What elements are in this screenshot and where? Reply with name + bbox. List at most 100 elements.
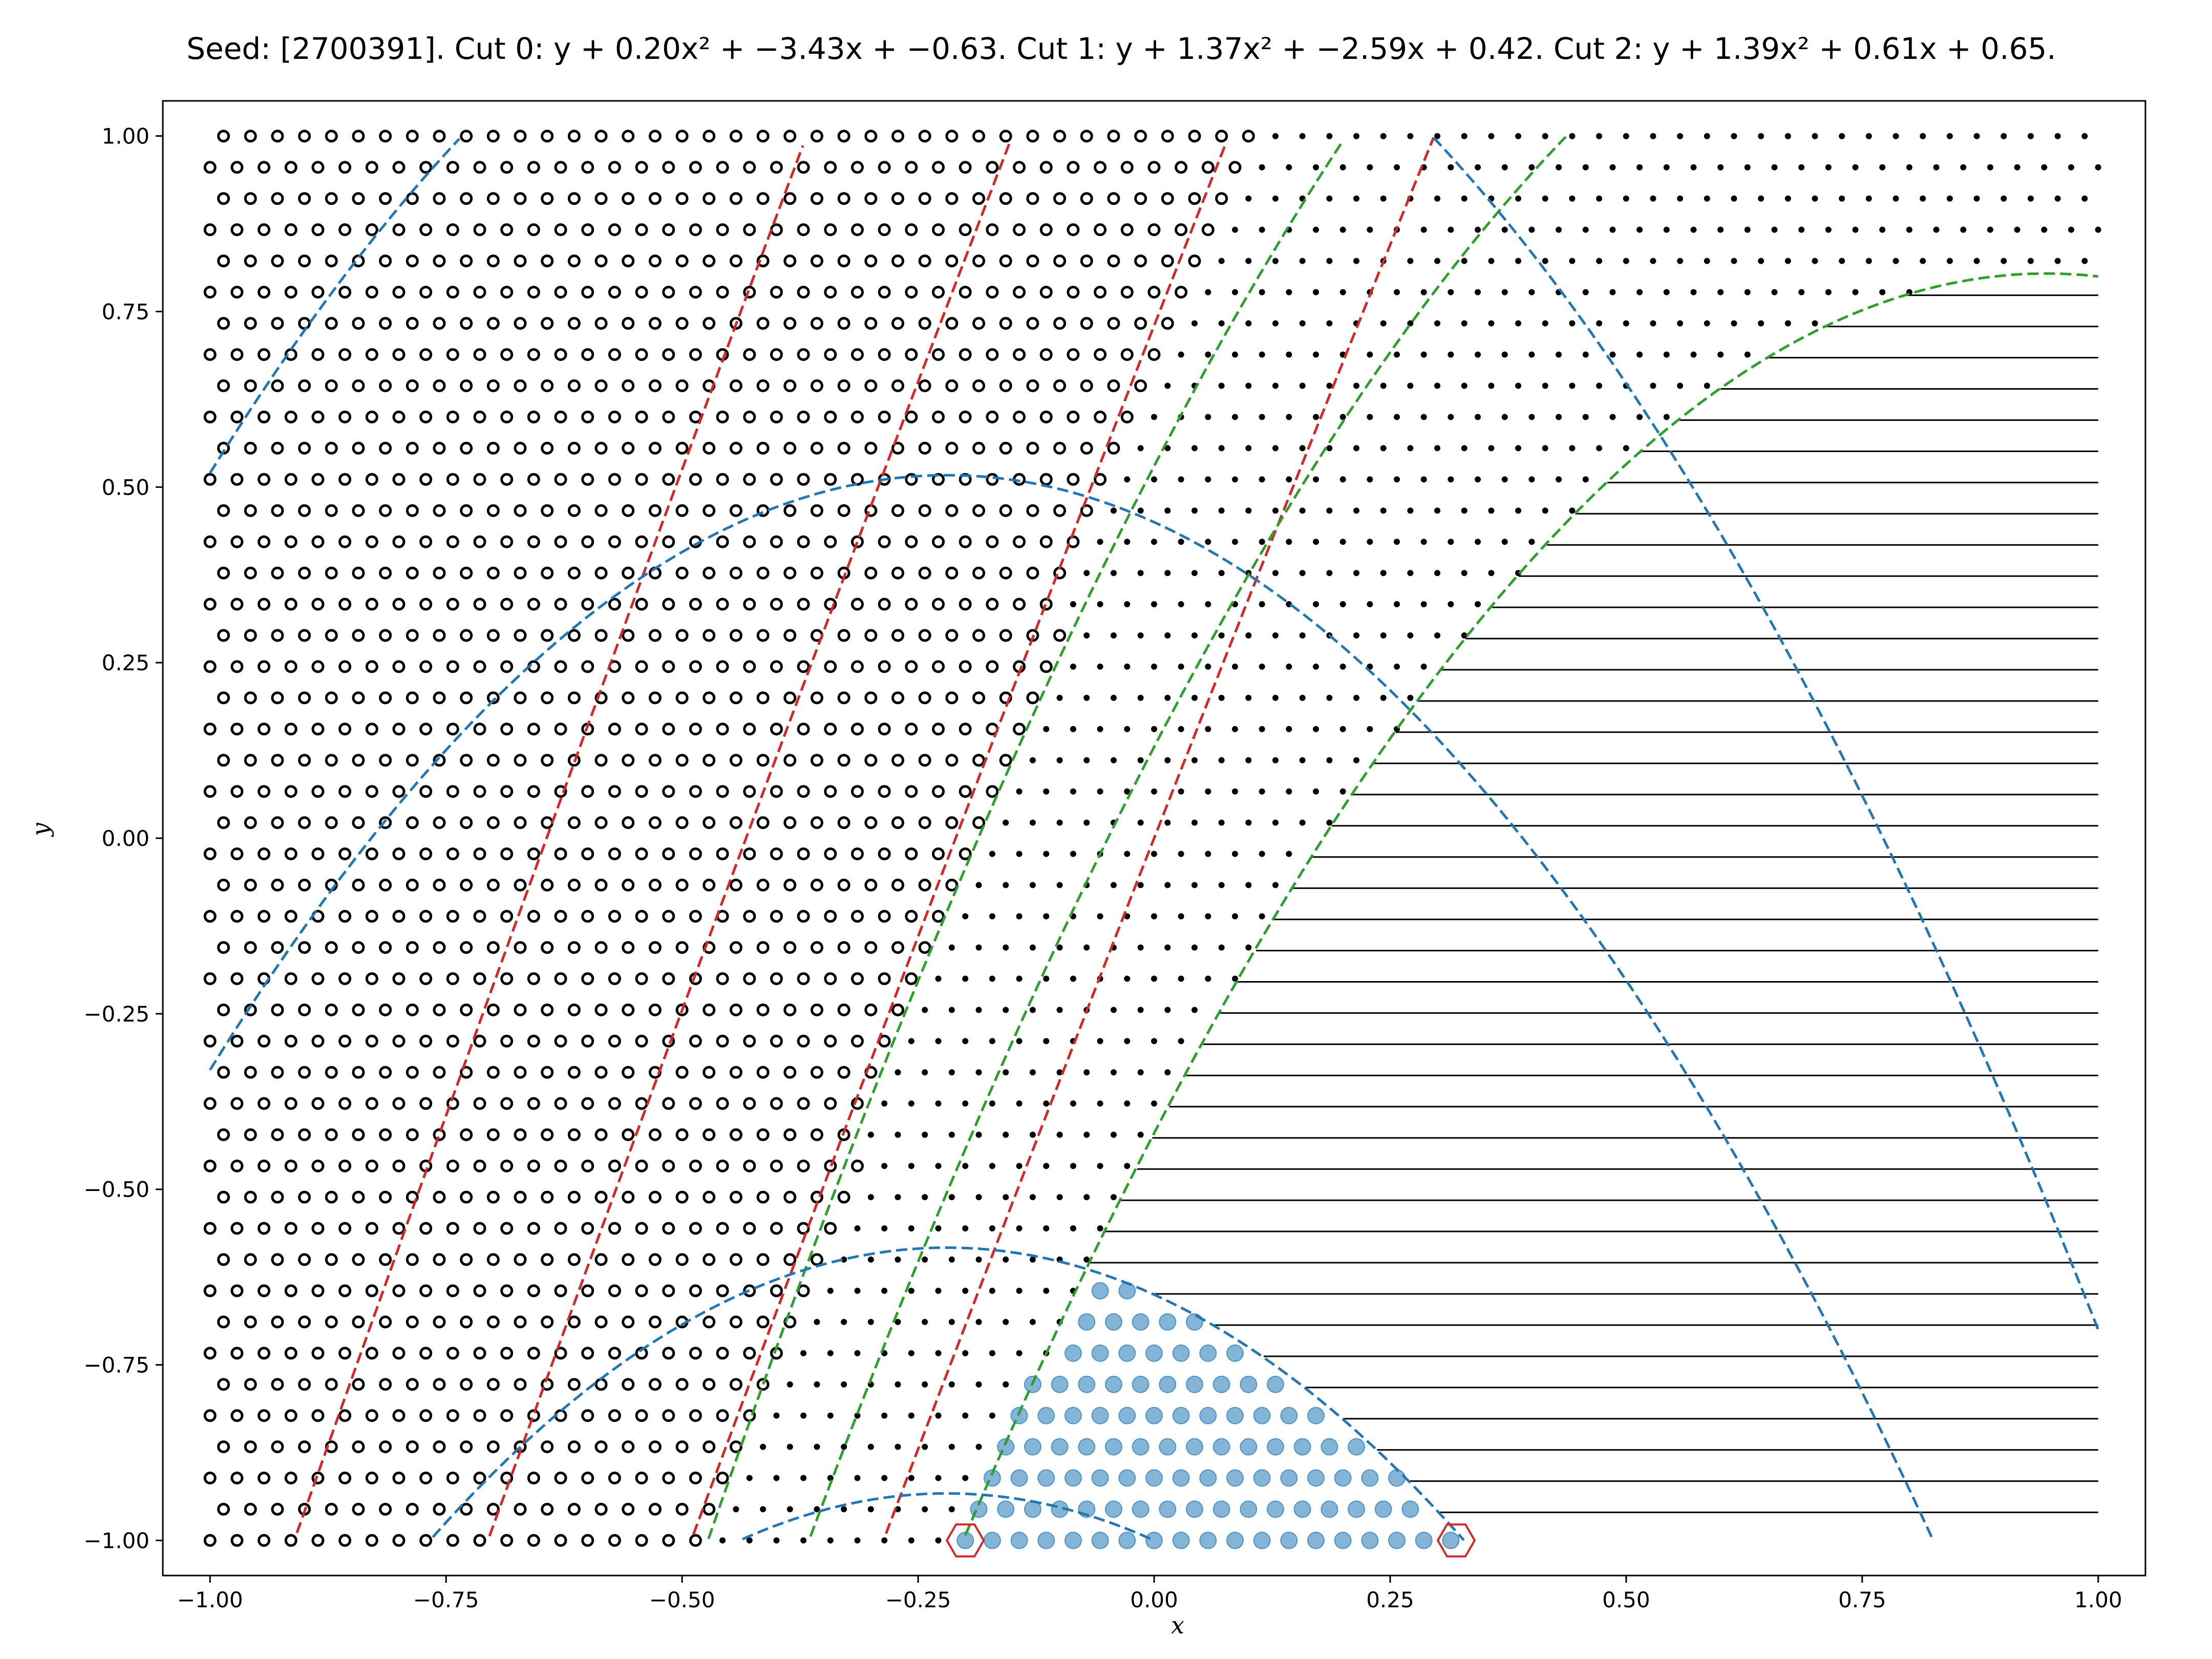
open-circle-point: [554, 1347, 567, 1360]
open-circle-point: [338, 722, 352, 736]
open-circle-point: [675, 1128, 689, 1141]
open-circle-point: [365, 286, 378, 299]
open-circle-point: [298, 130, 311, 143]
open-circle-point: [284, 1534, 297, 1547]
dot-point: [922, 1506, 928, 1513]
dot-point: [1286, 414, 1292, 420]
open-circle-point: [1120, 223, 1134, 237]
dot-point: [1312, 476, 1319, 483]
open-circle-point: [1053, 504, 1067, 517]
open-circle-point: [258, 161, 271, 174]
dot-point: [1380, 694, 1387, 701]
dot-point: [854, 1475, 861, 1481]
open-circle-point: [352, 130, 365, 143]
open-circle-point: [352, 504, 365, 517]
dot-point: [895, 1381, 901, 1388]
dot-point: [1758, 133, 1764, 139]
open-circle-point: [824, 722, 837, 736]
dot-point: [827, 1350, 834, 1356]
open-circle-point: [648, 879, 662, 892]
dot-point: [1083, 694, 1090, 701]
dot-point: [1892, 258, 1899, 264]
open-circle-point: [406, 941, 419, 954]
open-circle-point: [703, 754, 716, 767]
open-circle-point: [878, 847, 891, 861]
open-circle-point: [325, 317, 338, 330]
dot-point: [1299, 507, 1306, 514]
open-circle-point: [648, 130, 662, 143]
open-circle-point: [527, 1159, 540, 1173]
open-circle-point: [864, 879, 878, 892]
y-tick-label: 0.25: [101, 650, 150, 675]
open-circle-point: [622, 441, 635, 455]
dot-point: [989, 913, 995, 920]
open-circle-point: [406, 1066, 419, 1079]
dot-point: [814, 1381, 820, 1388]
open-circle-point: [1080, 379, 1093, 392]
dot-point: [800, 1537, 807, 1544]
open-circle-point: [298, 1315, 311, 1329]
open-circle-point: [662, 598, 675, 611]
open-circle-point: [850, 1034, 864, 1048]
open-circle-point: [554, 972, 567, 985]
open-circle-point: [365, 348, 378, 361]
open-circle-point: [648, 441, 662, 455]
open-circle-point: [271, 1128, 284, 1141]
open-circle-point: [756, 1003, 770, 1016]
dot-point: [1205, 289, 1211, 295]
open-circle-point: [298, 1378, 311, 1391]
dot-point: [1299, 819, 1306, 826]
open-circle-point: [756, 1128, 770, 1141]
feasible-point: [1010, 1532, 1028, 1549]
open-circle-point: [541, 566, 554, 580]
open-circle-point: [675, 254, 689, 268]
open-circle-point: [918, 130, 931, 143]
dot-point: [1326, 195, 1333, 202]
open-circle-point: [514, 1128, 527, 1141]
open-circle-point: [203, 785, 217, 798]
open-circle-point: [325, 441, 338, 455]
open-circle-point: [810, 816, 823, 830]
open-circle-point: [244, 629, 257, 642]
dot-point: [1245, 632, 1252, 639]
open-circle-point: [1094, 223, 1107, 237]
open-circle-point: [244, 1066, 257, 1079]
dot-point: [1070, 1163, 1076, 1169]
dot-point: [1339, 663, 1346, 670]
dot-point: [1758, 258, 1764, 264]
dot-point: [1448, 351, 1454, 358]
dot-point: [1151, 663, 1157, 670]
open-circle-point: [743, 1034, 756, 1048]
dot-point: [773, 1475, 780, 1481]
dot-point: [1029, 882, 1036, 888]
feasible-point: [1307, 1407, 1325, 1424]
open-circle-point: [500, 223, 514, 237]
open-circle-point: [662, 161, 675, 174]
dot-point: [1218, 944, 1225, 951]
open-circle-point: [878, 410, 891, 423]
open-circle-point: [972, 317, 986, 330]
open-circle-point: [541, 1128, 554, 1141]
dot-point: [1191, 694, 1198, 701]
open-circle-point: [325, 566, 338, 580]
dot-point: [1259, 601, 1265, 608]
open-circle-point: [379, 1066, 392, 1079]
open-circle-point: [999, 566, 1012, 580]
open-circle-point: [864, 317, 878, 330]
dot-point: [1663, 289, 1670, 295]
open-circle-point: [675, 379, 689, 392]
open-circle-point: [406, 1128, 419, 1141]
open-circle-point: [379, 1190, 392, 1204]
open-circle-point: [743, 286, 756, 299]
open-circle-point: [379, 816, 392, 830]
dot-point: [1124, 850, 1131, 857]
feasible-point: [1185, 1500, 1203, 1518]
open-circle-point: [743, 660, 756, 673]
open-circle-point: [460, 1128, 473, 1141]
dot-point: [1461, 507, 1467, 514]
dot-point: [1016, 1350, 1023, 1356]
dot-point: [1650, 320, 1656, 327]
open-circle-point: [500, 1409, 514, 1422]
open-circle-point: [850, 972, 864, 985]
dot-point: [2001, 258, 2007, 264]
